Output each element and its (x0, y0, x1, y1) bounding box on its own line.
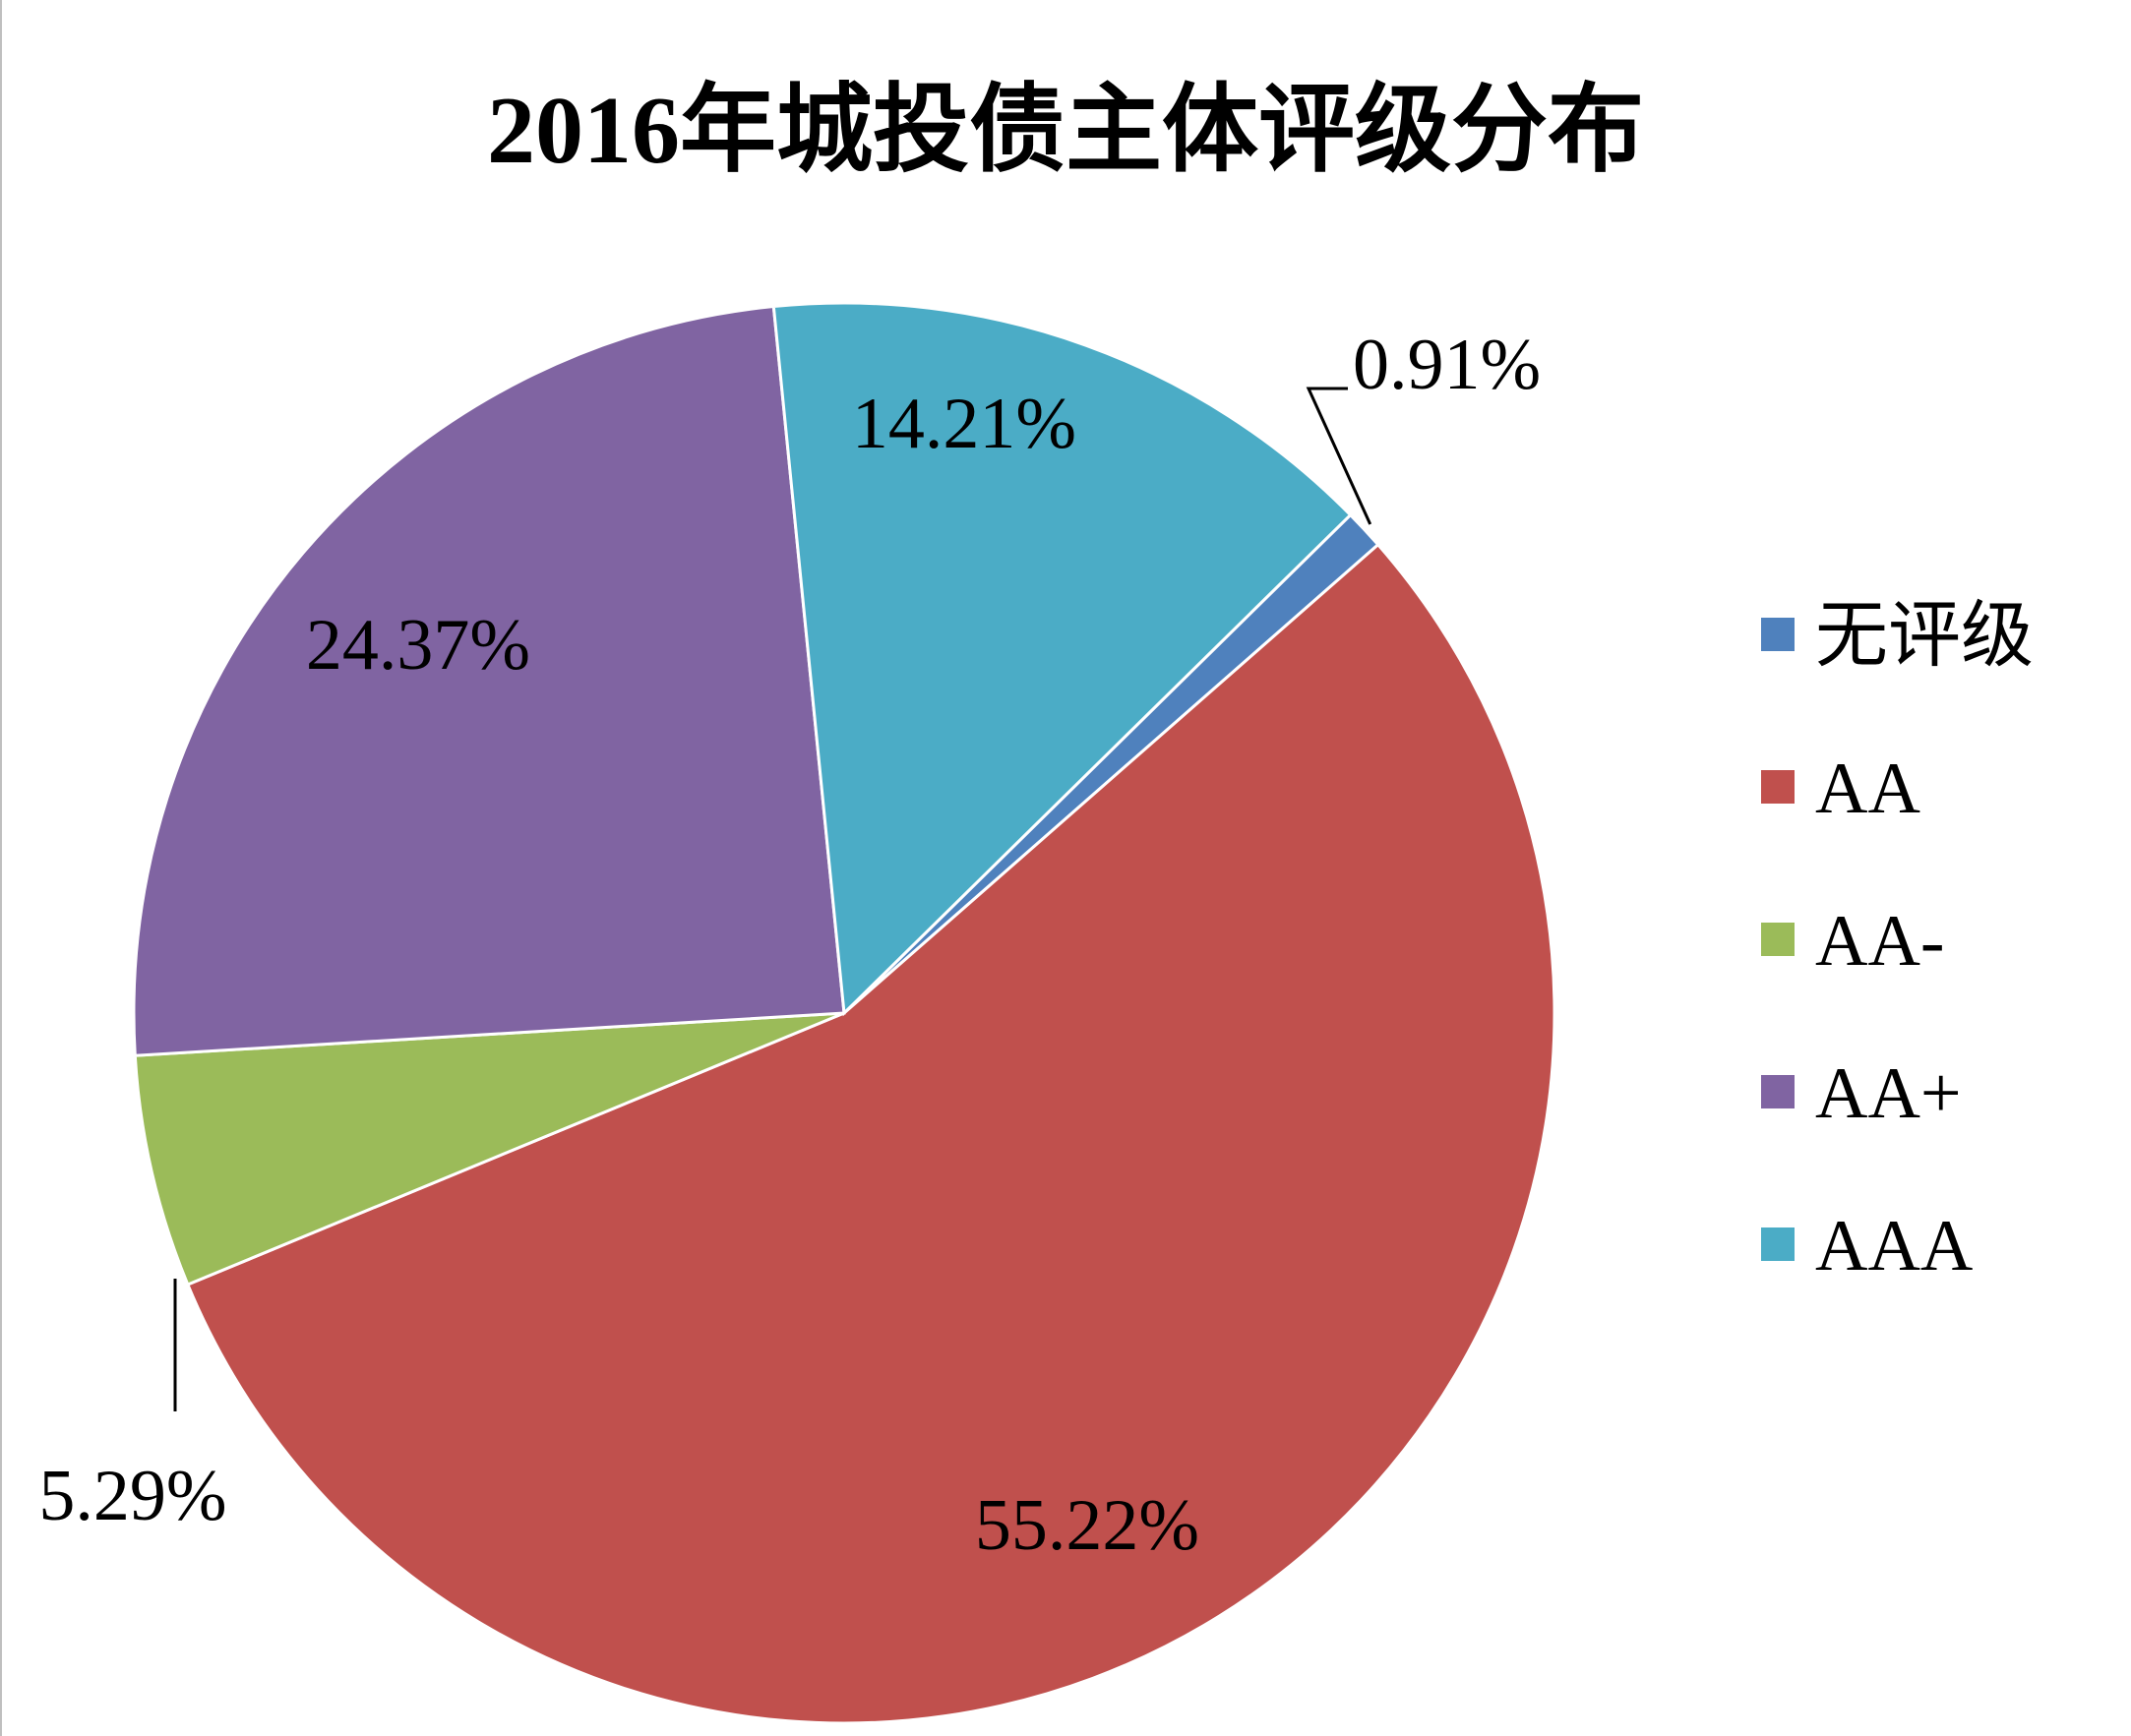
legend-swatch-no-rating (1761, 618, 1795, 651)
legend-label-aaa: AAA (1815, 1206, 1973, 1287)
pie-slice-aa (185, 542, 1556, 1725)
legend-swatch-aa (1761, 770, 1795, 804)
data-labels: 0.91% 55.22% 5.29% 24.37% 14.21% (38, 325, 1541, 1566)
data-label-aaa: 14.21% (852, 384, 1076, 464)
leader-lines (173, 387, 1372, 1411)
chart-title: 2016年城投债主体评级分布 (487, 78, 1644, 184)
legend-swatch-aa-plus (1761, 1075, 1795, 1108)
data-label-aa-minus: 5.29% (38, 1456, 226, 1536)
legend-label-aa-plus: AA+ (1815, 1053, 1962, 1134)
legend-label-no-rating: 无评级 (1815, 596, 2034, 677)
leader-line-no-rating (1306, 387, 1372, 525)
data-label-aa: 55.22% (975, 1485, 1199, 1566)
data-label-no-rating: 0.91% (1353, 325, 1541, 405)
legend-label-aa: AA (1815, 748, 1920, 829)
pie-slice-aa-plus (132, 304, 846, 1057)
pie-slice-aaa (771, 301, 1353, 1017)
legend: 无评级 AA AA- AA+ AAA (1761, 596, 2034, 1287)
legend-swatch-aa-minus (1761, 923, 1795, 956)
pie-slice-aa-minus (133, 1011, 845, 1287)
legend-label-aa-minus: AA- (1815, 901, 1945, 982)
pie-slices (132, 301, 1556, 1725)
legend-swatch-aaa (1761, 1227, 1795, 1261)
data-label-aa-plus: 24.37% (306, 605, 530, 686)
